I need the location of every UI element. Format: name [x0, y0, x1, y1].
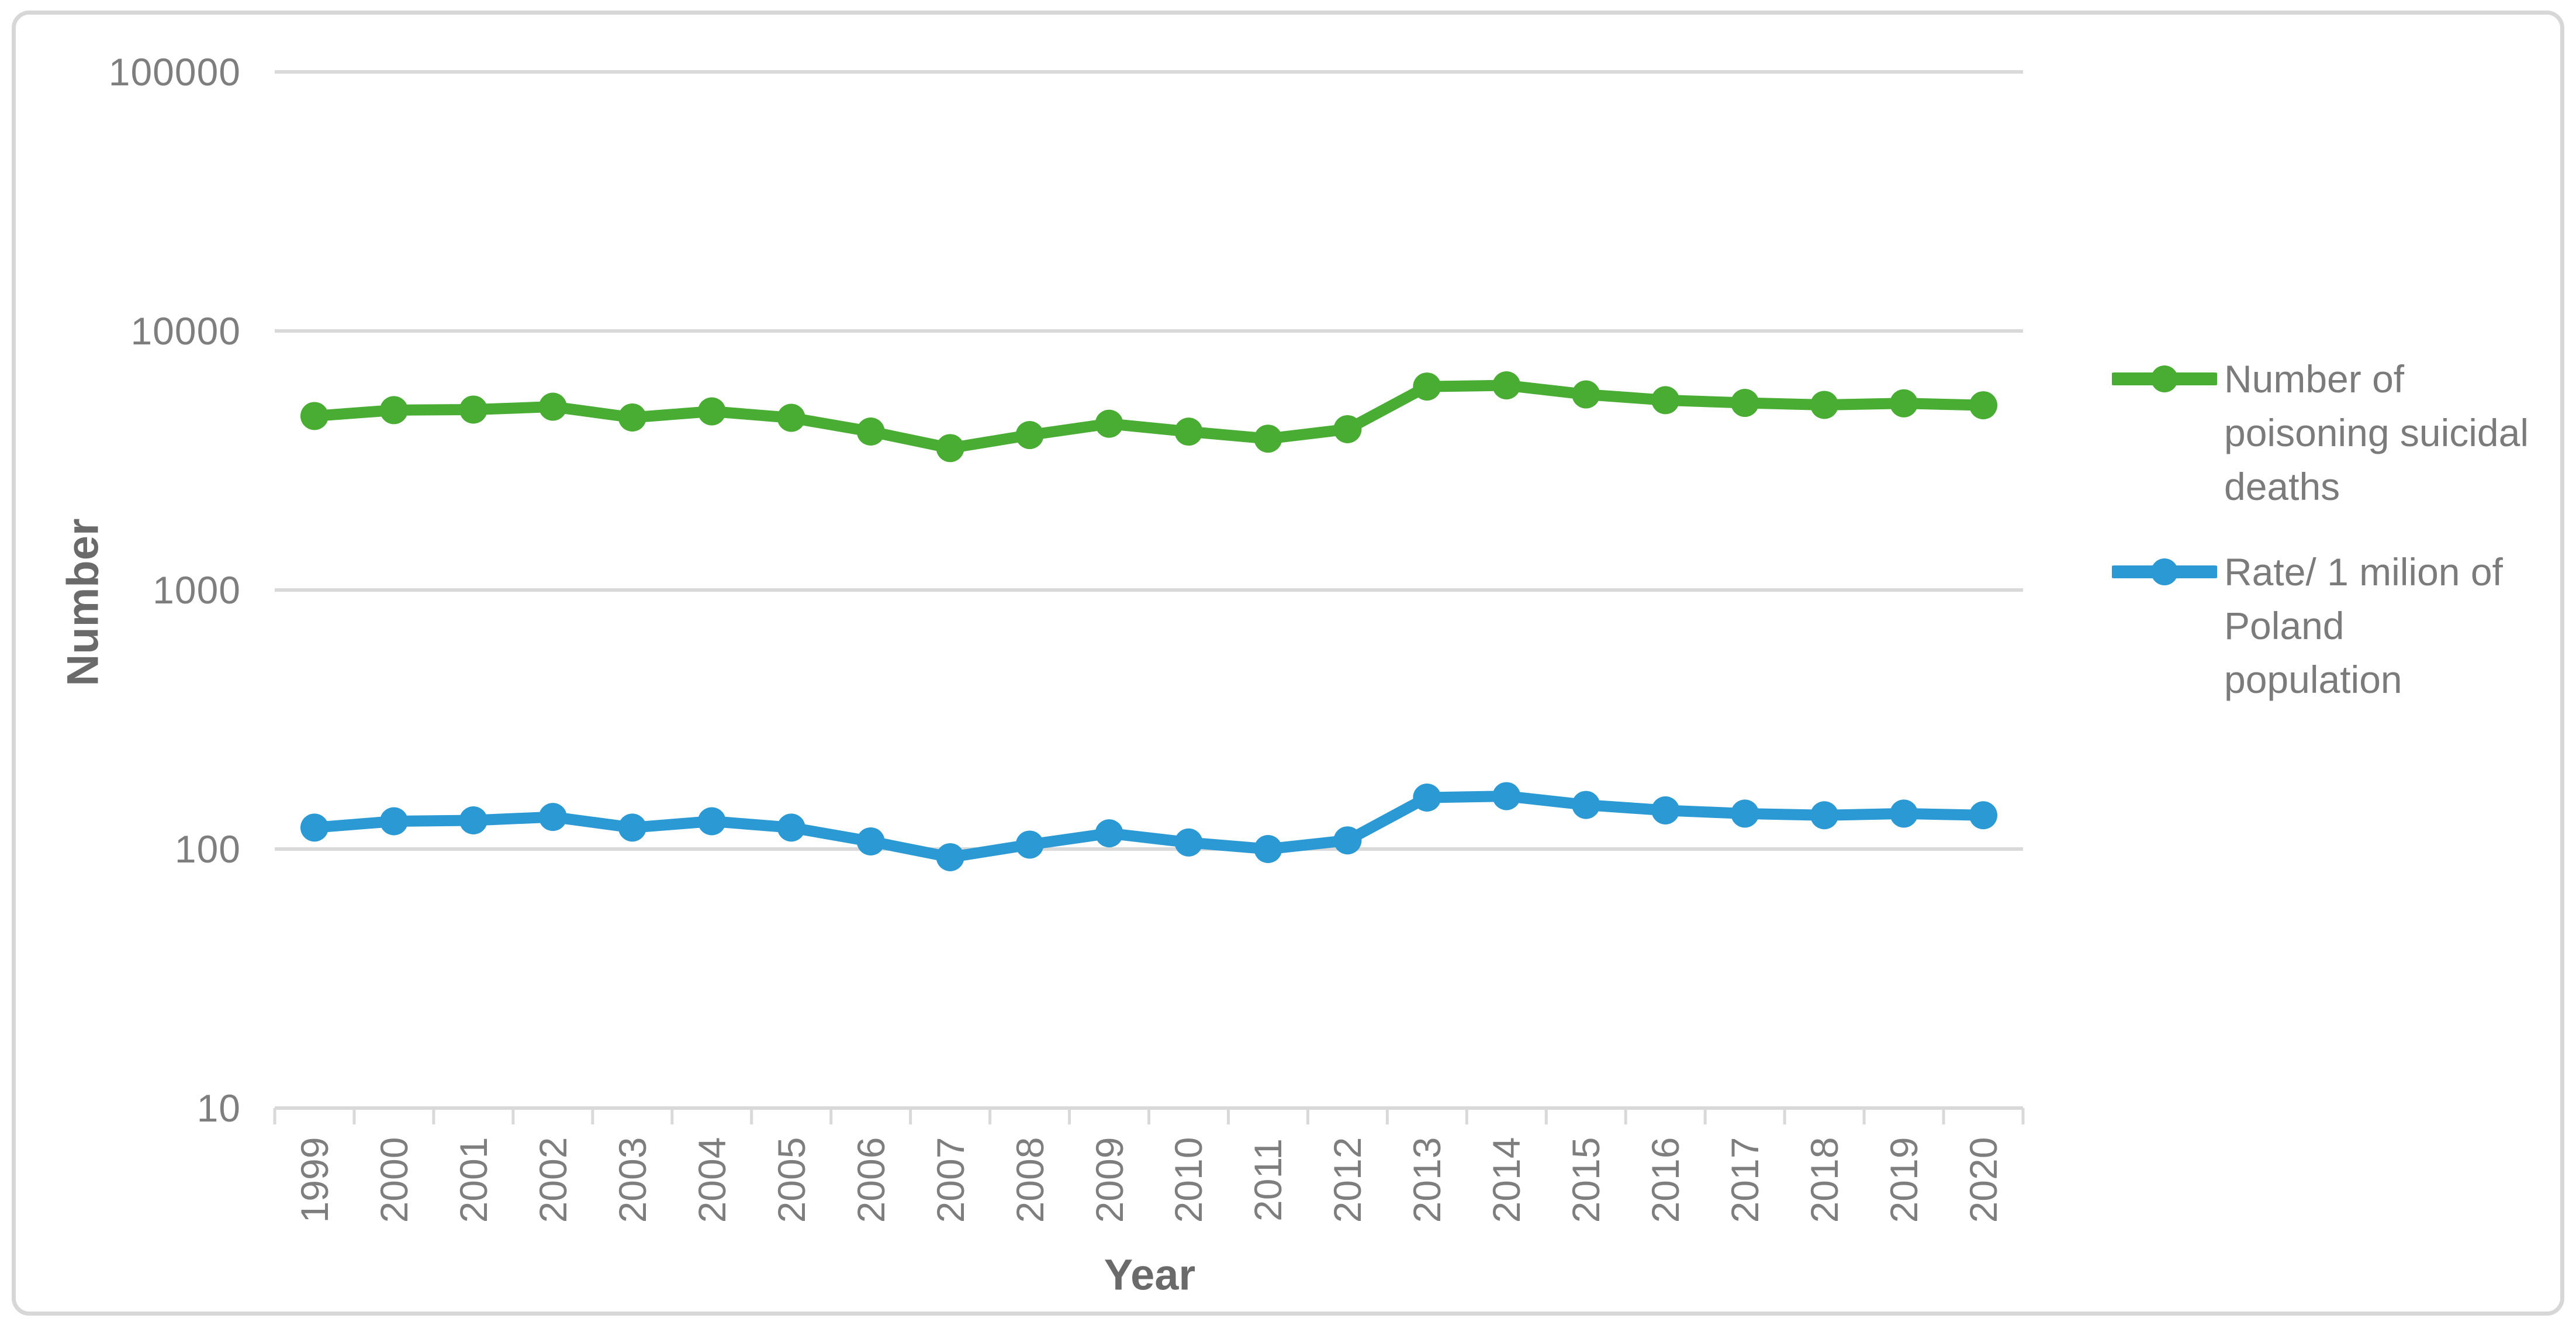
- series-0-marker: 2018: 5182: [1810, 391, 1839, 419]
- x-tick-label: 2017: [1723, 1137, 1767, 1223]
- x-tick-label: 2014: [1485, 1137, 1529, 1223]
- x-axis-title: Year: [1104, 1250, 1196, 1299]
- series-0-marker: 2004: 4893: [697, 397, 726, 426]
- x-tick-label: 2016: [1644, 1137, 1688, 1223]
- x-tick-label: 2004: [690, 1137, 734, 1223]
- series-1-marker: 2007: 93: [936, 843, 964, 871]
- x-tick-label: 2012: [1326, 1137, 1370, 1223]
- series-0-marker: 2006: 4090: [856, 417, 885, 446]
- x-tick-label: 2020: [1962, 1137, 2006, 1223]
- series-0-marker: 2015: 5688: [1572, 380, 1600, 409]
- series-1-marker: 2011: 100: [1254, 835, 1282, 863]
- series-1-marker: 2009: 115: [1095, 819, 1123, 848]
- series-1-marker: 2005: 121: [777, 813, 805, 842]
- x-tick-label: 2015: [1564, 1137, 1608, 1223]
- series-1-marker: 2006: 107: [856, 827, 885, 855]
- legend-entry-rate: Rate/ 1 milion of Poland population: [2112, 545, 2503, 706]
- series-0-marker: 2014: 6165: [1492, 371, 1521, 400]
- series-1-marker: 2014: 160: [1492, 782, 1521, 810]
- series-1-marker: 2020: 135: [1969, 801, 1998, 830]
- x-tick-label: 2010: [1167, 1137, 1211, 1223]
- series-0-marker: 2020: 5165: [1969, 391, 1998, 420]
- series-line-0: [309, 379, 1989, 454]
- series-1-marker: 1999: 121: [300, 813, 329, 842]
- series-1-marker: 2003: 121: [618, 813, 646, 842]
- series-0-marker: 2002: 5100: [538, 392, 567, 421]
- legend-line-marker-blue-icon: [2112, 558, 2217, 585]
- series-1-marker: 2013: 158: [1413, 783, 1441, 812]
- legend-entry-number-of-deaths: Number of poisoning suicidal deaths: [2112, 352, 2529, 513]
- series-0-marker: 2007: 3530: [936, 434, 964, 463]
- y-tick-label: 1000: [153, 568, 241, 612]
- y-tick-label: 100000: [108, 50, 241, 94]
- series-0-marker: 2016: 5405: [1651, 386, 1680, 415]
- series-0-marker: 2005: 4621: [777, 403, 805, 432]
- series-1-marker: 2019: 137: [1890, 799, 1918, 828]
- x-tick-label: 2013: [1405, 1137, 1449, 1223]
- series-1-marker: 2002: 133: [538, 803, 567, 831]
- series-0-marker: 2019: 5255: [1890, 389, 1918, 417]
- x-tick-label: 2007: [928, 1137, 972, 1223]
- x-tick-label: 2008: [1008, 1137, 1052, 1223]
- legend-line-marker-green-icon: [2112, 365, 2217, 392]
- x-tick-label: 2000: [372, 1137, 416, 1223]
- x-tick-label: 2006: [849, 1137, 893, 1223]
- series-1-marker: 2010: 106: [1174, 828, 1203, 857]
- x-tick-label: 1999: [292, 1137, 336, 1223]
- x-tick-label: 2019: [1882, 1137, 1926, 1223]
- x-tick-label: 2002: [531, 1137, 575, 1223]
- series-0-marker: 2017: 5276: [1731, 389, 1759, 417]
- series-1-marker: 2015: 148: [1572, 791, 1600, 819]
- series-1-marker: 2004: 128: [697, 807, 726, 836]
- series-0-marker: 2010: 4087: [1174, 417, 1203, 446]
- series-1-marker: 2016: 141: [1651, 796, 1680, 824]
- series-0-marker: 2001: 4971: [459, 395, 487, 424]
- series-0-marker: 2008: 3964: [1015, 421, 1044, 450]
- series-0-marker: 2003: 4634: [618, 403, 646, 432]
- series-0-marker: 2009: 4384: [1095, 409, 1123, 438]
- x-tick-label: 2011: [1246, 1138, 1290, 1222]
- series-0-marker: 2012: 4177: [1333, 415, 1362, 443]
- series-1-marker: 2001: 129: [459, 806, 487, 835]
- series-1-marker: 2018: 135: [1810, 801, 1839, 830]
- y-tick-label: 10: [196, 1086, 241, 1130]
- series-1-marker: 2008: 104: [1015, 830, 1044, 859]
- series-line-1: [309, 791, 1989, 863]
- y-tick-label: 100: [174, 827, 241, 871]
- series-1-marker: 2012: 108: [1333, 826, 1362, 855]
- series-0-marker: 1999: 4695: [300, 402, 329, 430]
- y-axis-title: Number: [58, 518, 108, 686]
- x-tick-label: 2001: [451, 1137, 495, 1223]
- x-tick-label: 2009: [1087, 1137, 1131, 1223]
- series-1-marker: 2017: 137: [1731, 799, 1759, 828]
- x-tick-label: 2005: [769, 1137, 813, 1223]
- y-tick-label: 10000: [130, 309, 241, 353]
- legend-label-rate: Rate/ 1 milion of Poland population: [2224, 550, 2503, 701]
- legend-label-number-of-deaths: Number of poisoning suicidal deaths: [2224, 357, 2529, 508]
- series-0-marker: 2000: 4947: [379, 396, 408, 425]
- series-0-marker: 2013: 6101: [1413, 372, 1441, 401]
- x-tick-label: 2003: [610, 1137, 654, 1223]
- series-1-marker: 2000: 128: [379, 807, 408, 836]
- series-0-marker: 2011: 3839: [1254, 425, 1282, 453]
- x-tick-label: 2018: [1803, 1137, 1847, 1223]
